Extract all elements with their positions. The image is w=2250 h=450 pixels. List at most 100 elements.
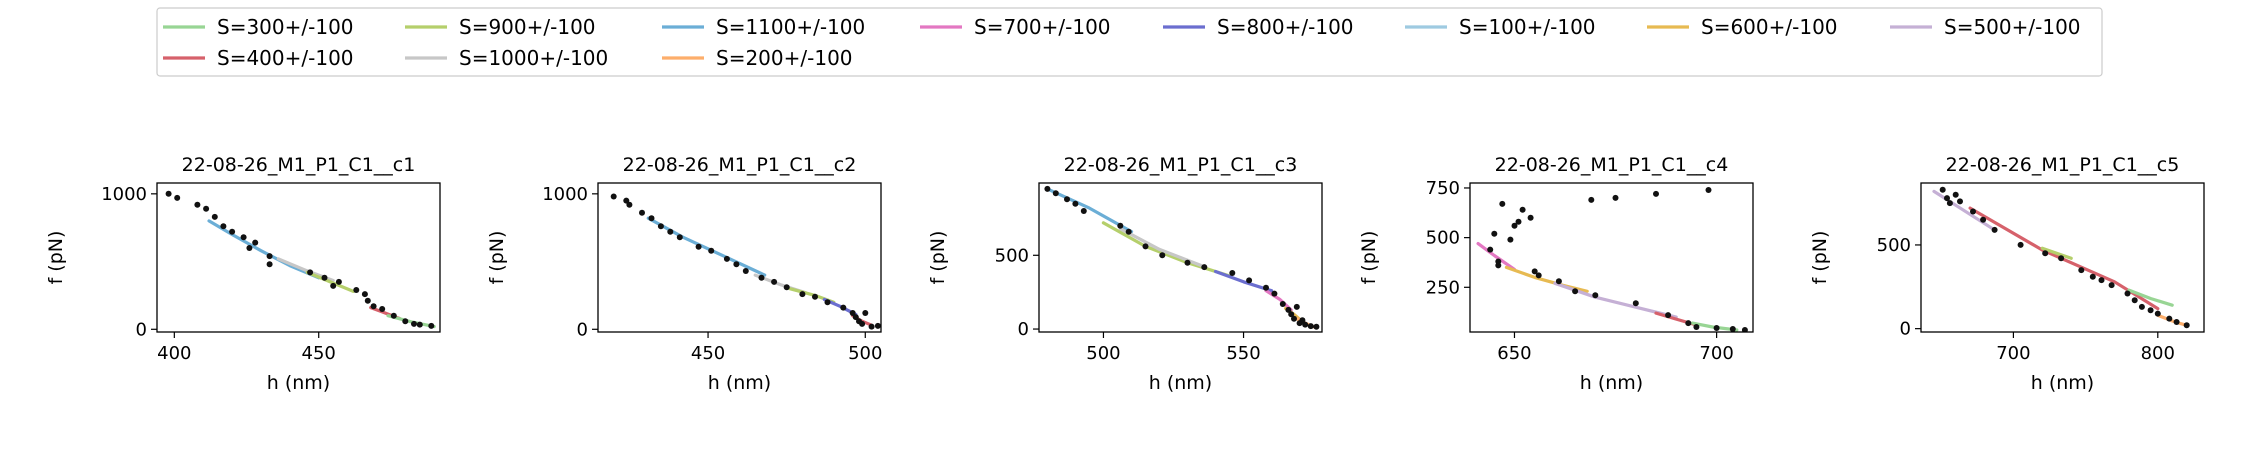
data-point [1313, 323, 1320, 330]
legend-entry: S=500+/-100 [1890, 15, 2081, 39]
data-point [1741, 327, 1748, 332]
data-point [799, 291, 806, 298]
data-point [1685, 320, 1692, 327]
x-axis-label: h (nm) [267, 372, 330, 394]
data-point [203, 205, 210, 212]
data-point [1952, 191, 1959, 198]
data-point [1939, 186, 1946, 193]
legend-entry: S=600+/-100 [1647, 15, 1838, 39]
data-point [229, 228, 236, 235]
plot-area [1932, 186, 2190, 329]
plot-area [165, 190, 436, 329]
fit-line-series [2156, 313, 2189, 327]
plot-area [1476, 187, 1748, 332]
fit-line-series [1118, 227, 1204, 268]
data-point [1279, 301, 1286, 307]
data-point [246, 245, 253, 251]
data-point [1302, 321, 1309, 328]
data-point [220, 223, 227, 230]
data-point [824, 299, 831, 306]
x-tick-label: 450 [691, 343, 725, 364]
data-point [1142, 243, 1149, 250]
data-point [1946, 200, 1953, 207]
fit-line-series [1264, 289, 1293, 312]
data-point [1944, 195, 1950, 202]
axes-frame [156, 182, 441, 333]
y-tick-label: 500 [1426, 228, 1460, 249]
legend-entry: S=200+/-100 [662, 46, 853, 70]
data-point [639, 209, 645, 216]
data-point [1072, 200, 1079, 207]
data-point [1555, 278, 1562, 285]
legend-entry: S=900+/-100 [405, 15, 596, 39]
subplot: 22-08-26_M1_P1_C1__c3 500 550 0 500 h (nm) f (… [927, 154, 1323, 394]
y-tick-label: 0 [1900, 319, 1911, 340]
data-point [1612, 194, 1619, 201]
legend-label: S=900+/-100 [459, 15, 596, 39]
subplot-title: 22-08-26_M1_P1_C1__c1 [182, 154, 416, 176]
legend-label: S=500+/-100 [1944, 15, 2081, 39]
y-tick-label: 1000 [542, 184, 588, 205]
fit-line-series [646, 216, 767, 277]
legend-label: S=400+/-100 [217, 46, 354, 70]
data-point [1307, 323, 1314, 330]
x-tick-label: 650 [1497, 343, 1531, 364]
data-point [2154, 310, 2161, 317]
data-point [1291, 315, 1297, 322]
subplot-title: 22-08-26_M1_P1_C1__c5 [1946, 154, 2180, 176]
subplot: 22-08-26_M1_P1_C1__c1 400 450 0 1000 h (nm) f … [45, 154, 441, 394]
data-point [1970, 208, 1976, 215]
x-tick-label: 550 [1226, 343, 1260, 364]
data-point [667, 228, 674, 235]
fit-line-series [2040, 246, 2073, 260]
fit-line-series [1504, 265, 1589, 293]
data-point [2058, 255, 2065, 262]
y-axis-label: f (pN) [45, 231, 67, 285]
data-point [2078, 267, 2085, 274]
legend-label: S=300+/-100 [217, 15, 354, 39]
data-point [1511, 222, 1518, 229]
data-point [1729, 326, 1736, 332]
data-point [648, 215, 655, 222]
data-point [1159, 252, 1166, 259]
x-tick-label: 800 [2141, 343, 2175, 364]
data-point [2042, 250, 2049, 257]
fit-line-series [2127, 288, 2174, 307]
legend-label: S=1000+/-100 [459, 46, 608, 70]
subplot: 22-08-26_M1_P1_C1__c4 650 700 250 500 750 h (n… [1358, 154, 1754, 394]
data-point [330, 282, 337, 289]
y-axis-label: f (pN) [927, 231, 949, 285]
y-tick-label: 0 [577, 319, 588, 340]
data-point [2131, 297, 2138, 304]
data-point [364, 297, 371, 304]
data-point [623, 197, 630, 204]
data-point [428, 322, 435, 329]
data-point [1044, 185, 1051, 192]
data-point [859, 320, 866, 327]
data-point [1487, 246, 1494, 253]
data-point [1515, 218, 1522, 225]
data-point [1572, 288, 1579, 295]
data-point [211, 213, 218, 220]
data-point [1184, 259, 1191, 266]
subplot-title: 22-08-26_M1_P1_C1__c3 [1064, 154, 1298, 176]
data-point [2089, 273, 2096, 280]
data-point [379, 306, 386, 312]
data-point [1125, 228, 1132, 235]
fit-line-series [207, 219, 321, 280]
data-point [1632, 300, 1639, 307]
data-point [1527, 214, 1534, 221]
x-tick-label: 500 [1086, 343, 1120, 364]
data-point [1064, 196, 1070, 203]
subplot: 22-08-26_M1_P1_C1__c2 450 500 0 1000 h (nm) f … [486, 154, 882, 394]
y-tick-label: 0 [136, 319, 147, 340]
data-point [2017, 241, 2024, 248]
legend-entry: S=1100+/-100 [662, 15, 865, 39]
subplot-title: 22-08-26_M1_P1_C1__c4 [1495, 154, 1729, 176]
data-point [370, 303, 377, 310]
x-tick-label: 700 [1699, 343, 1733, 364]
axes-frame [1038, 182, 1323, 333]
data-point [1957, 198, 1963, 205]
y-axis-label: f (pN) [486, 231, 508, 285]
data-point [2108, 282, 2115, 289]
